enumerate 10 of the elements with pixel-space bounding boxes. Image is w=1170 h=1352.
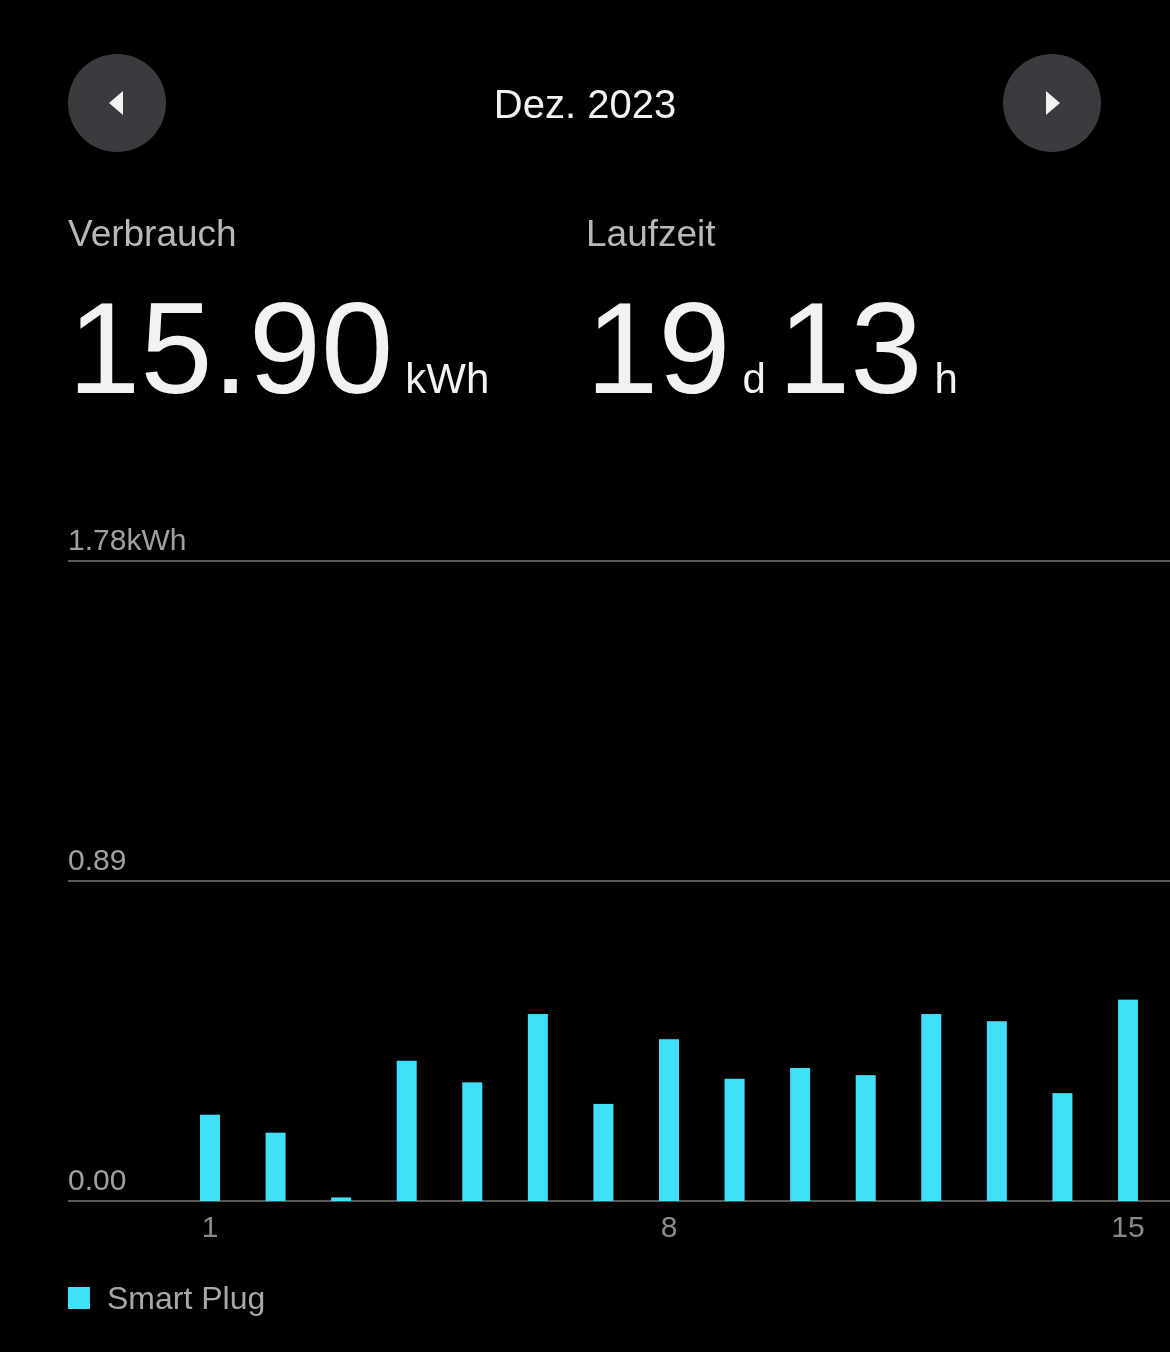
chart-title: Dez. 2023 [493, 82, 677, 126]
legend-label: Smart Plug [107, 1280, 266, 1316]
text: Laufzeit [586, 213, 717, 254]
x-tick-label: 8 [660, 1210, 678, 1243]
y-tick-label: 1.78kWh [68, 523, 187, 556]
y-tick-label: 0.00 [68, 1163, 127, 1196]
x-tick-label: 15 [1111, 1210, 1145, 1243]
text: Verbrauch [68, 213, 237, 254]
y-tick-label: 0.89 [68, 843, 127, 876]
x-tick-label: 1 [201, 1210, 219, 1243]
